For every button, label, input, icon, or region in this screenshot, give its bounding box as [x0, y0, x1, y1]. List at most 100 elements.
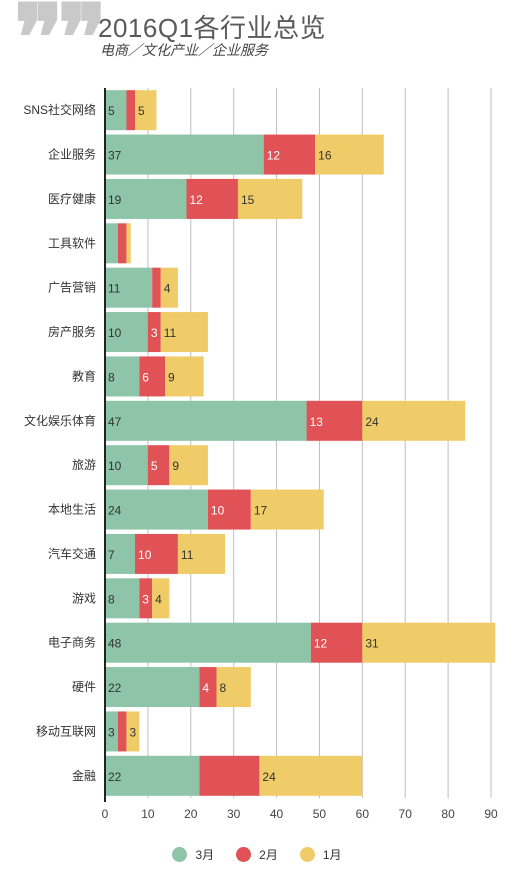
bar-segment [105, 533, 136, 574]
data-label: 5 [108, 104, 115, 118]
bar-segment [216, 667, 251, 708]
data-label: 24 [365, 415, 379, 429]
bar-segment [186, 178, 238, 219]
data-label: 22 [108, 681, 122, 695]
x-tick-label: 50 [313, 807, 327, 821]
x-tick-label: 30 [227, 807, 241, 821]
data-label: 3 [108, 725, 115, 739]
bar-segment [199, 667, 217, 708]
bar-segment [105, 134, 264, 175]
data-label: 37 [108, 149, 122, 163]
bar-segment [105, 356, 140, 397]
data-label: 9 [168, 370, 175, 384]
bar-segment [199, 755, 260, 796]
data-label: 47 [108, 415, 122, 429]
data-label: 7 [108, 548, 115, 562]
category-label: 游戏 [72, 591, 96, 605]
data-label: 31 [365, 637, 379, 651]
bar-segment [259, 755, 363, 796]
bar-segment [237, 178, 303, 219]
bar-segment [263, 134, 316, 175]
legend-label: 2月 [259, 848, 278, 862]
category-label: 电子商务 [48, 635, 96, 650]
bar-segment [139, 356, 166, 397]
data-label: 4 [164, 282, 171, 296]
bar-segment [105, 223, 118, 264]
bar-segment [147, 445, 170, 486]
bar-segment [105, 711, 118, 752]
quote-mark-icon: ❞❞ [14, 0, 107, 92]
bar-segment [152, 578, 170, 619]
bar-segment [315, 134, 384, 175]
bar-segment [117, 223, 127, 264]
data-label: 13 [310, 415, 324, 429]
legend-label: 3月 [195, 848, 215, 862]
category-label: 移动互联网 [36, 724, 96, 738]
data-label: 11 [108, 282, 121, 296]
category-label: 汽车交通 [48, 546, 96, 561]
category-label: 硬件 [72, 680, 96, 694]
bar-segment [105, 578, 140, 619]
bar-segment [117, 711, 127, 752]
legend-item: 2月 [236, 846, 278, 863]
bar-segment [139, 578, 153, 619]
bar-segment [362, 400, 466, 441]
data-label: 48 [108, 637, 122, 651]
legend-swatch [236, 847, 252, 862]
bar-segment [207, 489, 251, 530]
data-label: 8 [108, 370, 115, 384]
bar-segment [160, 267, 178, 308]
category-label: 教育 [72, 368, 96, 383]
data-label: 10 [211, 504, 225, 518]
data-label: 6 [142, 370, 149, 384]
data-label: 8 [108, 592, 115, 606]
bar-segment [105, 400, 307, 441]
data-label: 16 [318, 149, 332, 163]
bar-segment [362, 622, 496, 663]
legend-swatch [172, 847, 188, 862]
category-label: 本地生活 [48, 503, 96, 517]
bar-segment [310, 622, 363, 663]
data-label: 11 [164, 326, 177, 340]
data-label: 10 [108, 459, 122, 473]
x-tick-label: 0 [102, 807, 109, 821]
category-label: 工具软件 [48, 236, 96, 250]
data-label: 9 [172, 459, 179, 473]
data-label: 12 [267, 149, 281, 163]
bar-segment [105, 312, 148, 353]
bar-segment [105, 178, 187, 219]
bar-segment [177, 533, 226, 574]
bar-segment [126, 90, 136, 131]
legend-label: 1月 [322, 848, 342, 862]
category-label: 房产服务 [48, 324, 96, 339]
data-label: 3 [151, 326, 158, 340]
x-tick-label: 10 [141, 807, 155, 821]
data-label: 19 [108, 193, 122, 207]
chart-subtitle: 电商／文化产业／企业服务 [100, 42, 268, 58]
chart-title: 2016Q1各行业总览 [98, 13, 327, 43]
legend-swatch [299, 847, 315, 862]
data-label: 5 [138, 104, 145, 118]
bar-segment [105, 622, 311, 663]
x-tick-label: 20 [184, 807, 198, 821]
bar-segment [160, 312, 208, 353]
data-label: 24 [262, 770, 276, 784]
data-label: 22 [108, 770, 122, 784]
bar-segment [169, 445, 208, 486]
bar-segment [105, 667, 200, 708]
bar-segment [126, 711, 140, 752]
bar-segment [165, 356, 204, 397]
bar-segment [105, 445, 148, 486]
x-tick-label: 70 [399, 807, 413, 821]
bar-segment [135, 533, 178, 574]
bar-segment [105, 90, 127, 131]
category-label: SNS社交网络 [23, 102, 96, 117]
data-label: 15 [241, 193, 255, 207]
data-label: 4 [202, 681, 209, 695]
bar-segment [306, 400, 363, 441]
x-tick-label: 40 [270, 807, 284, 821]
bar-segment [135, 90, 157, 131]
category-label: 企业服务 [48, 147, 96, 162]
legend-item: 1月 [299, 846, 342, 863]
bar-segment [147, 312, 161, 353]
